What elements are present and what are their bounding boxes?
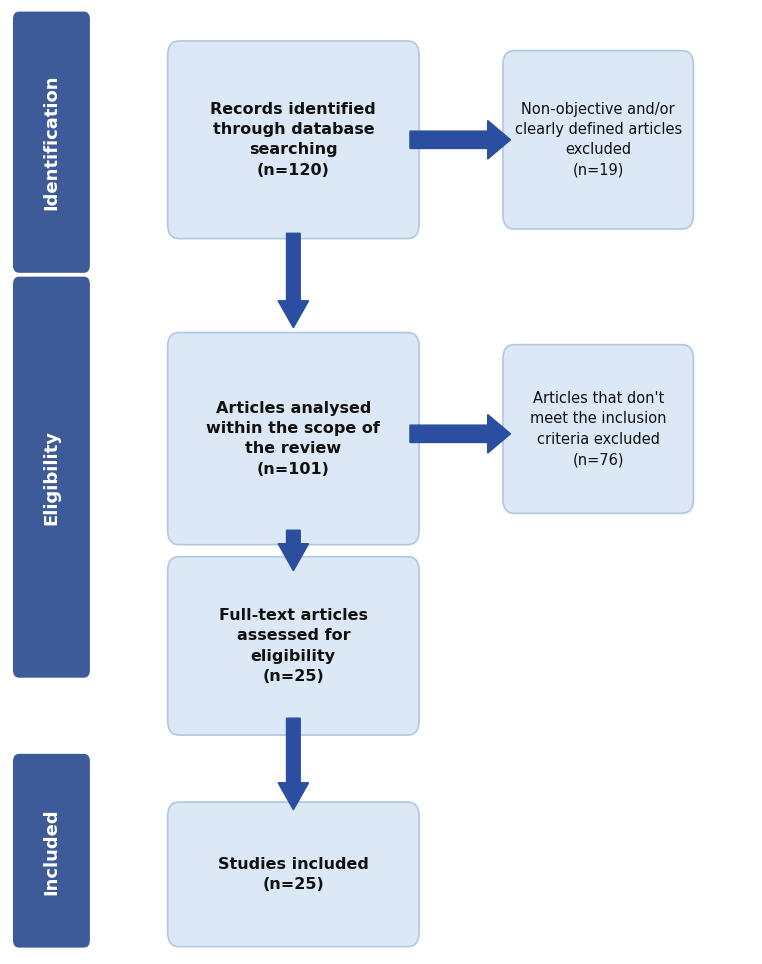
FancyBboxPatch shape [168,333,419,545]
Polygon shape [278,233,309,328]
Text: Articles that don't
meet the inclusion
criteria excluded
(n=76): Articles that don't meet the inclusion c… [530,390,667,468]
Text: Full-text articles
assessed for
eligibility
(n=25): Full-text articles assessed for eligibil… [219,607,368,684]
FancyBboxPatch shape [503,50,693,229]
Text: Non-objective and/or
clearly defined articles
excluded
(n=19): Non-objective and/or clearly defined art… [514,101,682,178]
FancyBboxPatch shape [503,344,693,513]
FancyBboxPatch shape [13,12,90,273]
Text: Eligibility: Eligibility [43,430,60,524]
Polygon shape [278,530,309,571]
Text: Articles analysed
within the scope of
the review
(n=101): Articles analysed within the scope of th… [207,400,380,477]
Polygon shape [410,120,511,159]
FancyBboxPatch shape [13,754,90,948]
Text: Records identified
through database
searching
(n=120): Records identified through database sear… [210,101,376,178]
FancyBboxPatch shape [13,277,90,678]
Polygon shape [410,415,511,453]
Polygon shape [278,718,309,810]
FancyBboxPatch shape [168,802,419,947]
Text: Included: Included [43,808,60,895]
Text: Identification: Identification [43,75,60,210]
Text: Studies included
(n=25): Studies included (n=25) [218,857,369,892]
FancyBboxPatch shape [168,557,419,735]
FancyBboxPatch shape [168,41,419,239]
